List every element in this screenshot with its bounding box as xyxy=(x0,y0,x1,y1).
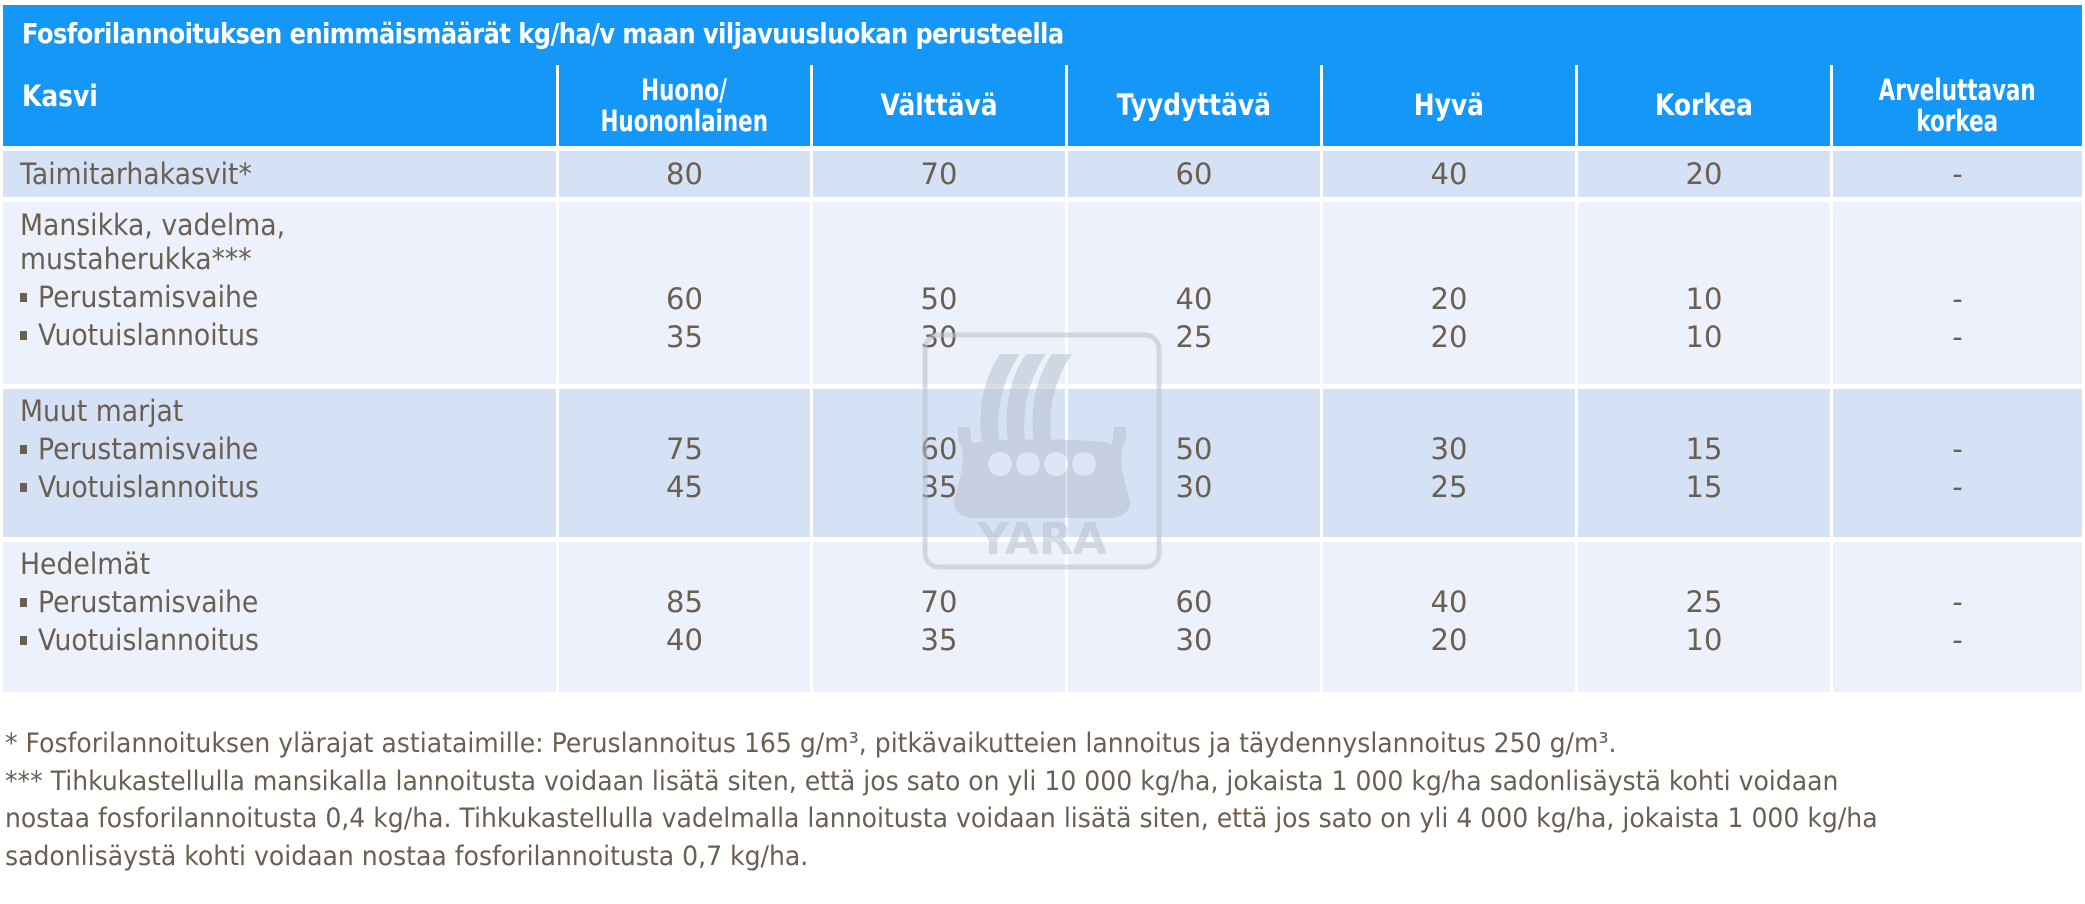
table-cell: 20 20 xyxy=(1320,202,1575,384)
table-cell: 60 35 xyxy=(810,389,1065,537)
table-cell: 25 10 xyxy=(1575,542,1830,692)
row-label: Taimitarhakasvit* xyxy=(3,151,556,197)
bullet-icon xyxy=(20,597,27,607)
bullet-icon xyxy=(20,444,27,454)
table-cell: 60 30 xyxy=(1065,542,1320,692)
table-cell: 30 25 xyxy=(1320,389,1575,537)
table-cell: -- xyxy=(1830,389,2082,537)
row-label: Mansikka, vadelma, mustaherukka*** Perus… xyxy=(3,202,556,384)
table-cell: 50 30 xyxy=(1065,389,1320,537)
table-cell: 40 25 xyxy=(1065,202,1320,384)
table-header: Fosforilannoituksen enimmäismäärät kg/ha… xyxy=(3,5,2082,146)
table-cell: 10 10 xyxy=(1575,202,1830,384)
column-headers: Kasvi Huono/Huononlainen Välttävä Tyydyt… xyxy=(3,65,2082,146)
table-title: Fosforilannoituksen enimmäismäärät kg/ha… xyxy=(22,17,1064,50)
table-cell: 85 40 xyxy=(556,542,810,692)
table-cell: 60 35 xyxy=(556,202,810,384)
column-header-korkea: Korkea xyxy=(1575,65,1830,146)
table-cell: -- xyxy=(1830,202,2082,384)
table-cell: 75 45 xyxy=(556,389,810,537)
row-group-taimitarhakasvit: Taimitarhakasvit* 80 70 60 40 20 - xyxy=(3,151,2082,197)
bullet-icon xyxy=(20,482,27,492)
table-cell: 40 20 xyxy=(1320,542,1575,692)
footnote-3-line-3: sadonlisäystä kohti voidaan nostaa fosfo… xyxy=(5,840,809,872)
footnote-3-line-1: *** Tihkukastellulla mansikalla lannoitu… xyxy=(5,765,1839,797)
table-cell: 15 15 xyxy=(1575,389,1830,537)
column-header-tyydyttava: Tyydyttävä xyxy=(1065,65,1320,146)
bullet-icon xyxy=(20,330,27,340)
row-group-hedelmat: Hedelmät Perustamisvaihe Vuotuislannoitu… xyxy=(3,542,2082,692)
footnote-3-line-2: nostaa fosforilannoitusta 0,4 kg/ha. Tih… xyxy=(5,803,1878,834)
column-header-hyva: Hyvä xyxy=(1320,65,1575,146)
column-header-kasvi: Kasvi xyxy=(22,79,98,113)
table-cell: - xyxy=(1830,151,2082,197)
bullet-icon xyxy=(20,635,27,645)
bullet-icon xyxy=(20,292,27,302)
row-group-mansikka: Mansikka, vadelma, mustaherukka*** Perus… xyxy=(3,202,2082,384)
column-header-arveluttavan-korkea: Arveluttavan korkea xyxy=(1830,65,2082,146)
row-group-muut-marjat: Muut marjat Perustamisvaihe Vuotuislanno… xyxy=(3,389,2082,537)
fertilizer-table: Fosforilannoituksen enimmäismäärät kg/ha… xyxy=(3,5,2082,692)
footnote-1: * Fosforilannoituksen ylärajat astiataim… xyxy=(5,728,1617,759)
row-label: Muut marjat Perustamisvaihe Vuotuislanno… xyxy=(3,389,556,537)
footnotes: * Fosforilannoituksen ylärajat astiataim… xyxy=(5,725,2080,875)
table-cell: 20 xyxy=(1575,151,1830,197)
table-cell: 40 xyxy=(1320,151,1575,197)
table-cell: 70 xyxy=(810,151,1065,197)
table-cell: 80 xyxy=(556,151,810,197)
column-header-huono: Huono/Huononlainen xyxy=(556,65,810,146)
table-cell: 50 30 xyxy=(810,202,1065,384)
table-cell: -- xyxy=(1830,542,2082,692)
row-label: Hedelmät Perustamisvaihe Vuotuislannoitu… xyxy=(3,542,556,692)
table-cell: 70 35 xyxy=(810,542,1065,692)
table-cell: 60 xyxy=(1065,151,1320,197)
column-header-valttava: Välttävä xyxy=(810,65,1065,146)
